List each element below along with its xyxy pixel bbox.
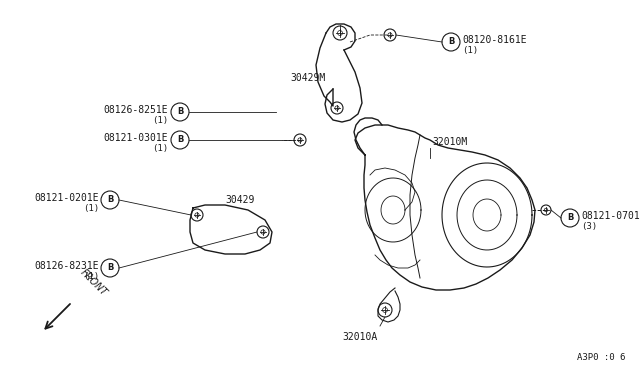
Text: (1): (1): [462, 45, 478, 55]
Text: B: B: [567, 214, 573, 222]
Text: 08121-0301E: 08121-0301E: [104, 133, 168, 143]
Text: 08126-8231E: 08126-8231E: [35, 261, 99, 271]
Text: 08121-0701F: 08121-0701F: [581, 211, 640, 221]
Text: 08121-0201E: 08121-0201E: [35, 193, 99, 203]
Text: (1): (1): [152, 115, 168, 125]
Text: 32010M: 32010M: [432, 137, 467, 147]
Text: B: B: [448, 38, 454, 46]
Text: (1): (1): [83, 272, 99, 280]
Text: 30429: 30429: [225, 195, 254, 205]
Text: B: B: [107, 263, 113, 273]
Text: B: B: [177, 135, 183, 144]
Text: 32010A: 32010A: [342, 332, 378, 342]
Text: 30429M: 30429M: [290, 73, 325, 83]
Text: B: B: [107, 196, 113, 205]
Text: B: B: [177, 108, 183, 116]
Text: 08120-8161E: 08120-8161E: [462, 35, 527, 45]
Text: A3P0 :0 6: A3P0 :0 6: [577, 353, 625, 362]
Text: FRONT: FRONT: [78, 267, 109, 298]
Text: (1): (1): [152, 144, 168, 153]
Text: 08126-8251E: 08126-8251E: [104, 105, 168, 115]
Text: (1): (1): [83, 203, 99, 212]
Text: (3): (3): [581, 221, 597, 231]
